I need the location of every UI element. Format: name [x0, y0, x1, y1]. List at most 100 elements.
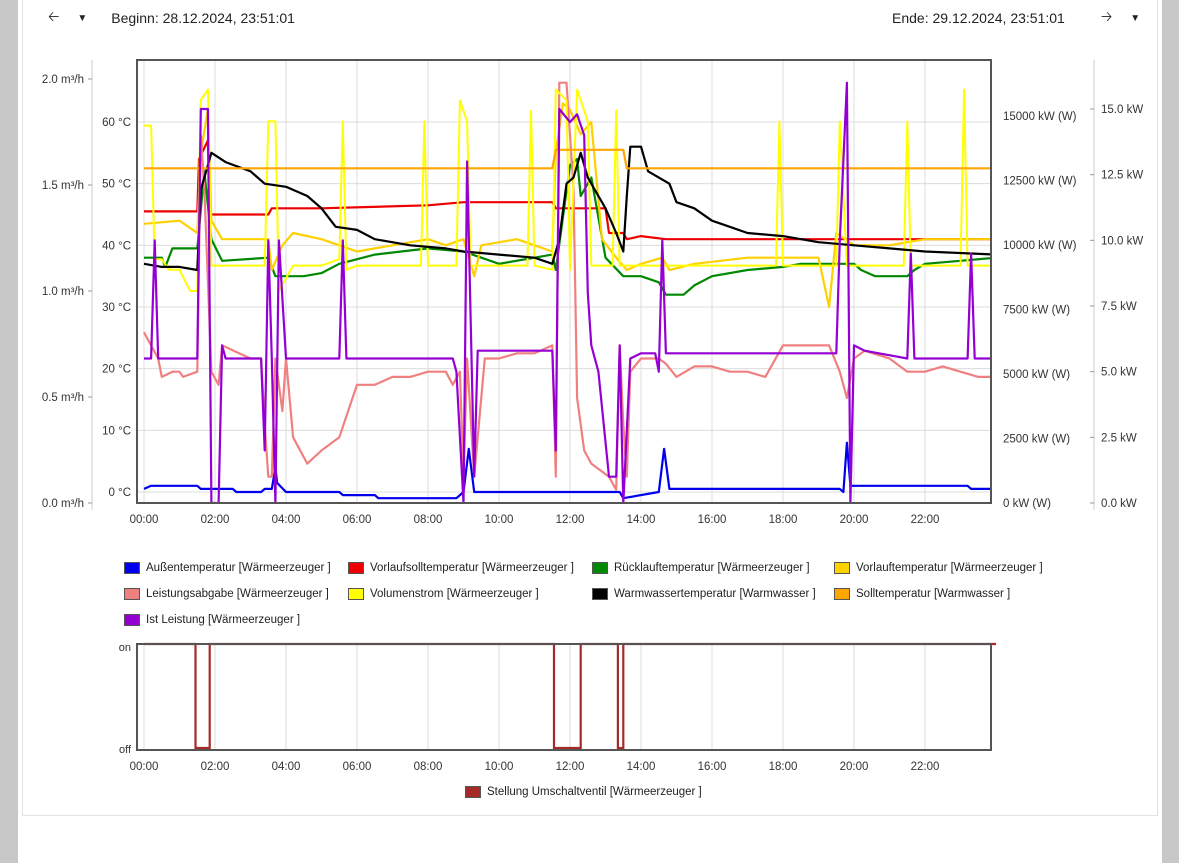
series-line-0[interactable]	[143, 441, 996, 500]
x-tick-label: 04:00	[272, 761, 301, 773]
legend-swatch[interactable]	[348, 562, 364, 574]
legend-label: Vorlauftemperatur [Wärmeerzeuger ]	[856, 562, 1043, 574]
x-tick-label: 22:00	[911, 761, 940, 773]
legend-item[interactable]: Rücklauftemperatur [Wärmeerzeuger ]	[592, 562, 810, 574]
legend-swatch[interactable]	[592, 562, 608, 574]
legend-item[interactable]: Außentemperatur [Wärmeerzeuger ]	[124, 562, 331, 574]
arrow-left-icon[interactable]: 🡠	[48, 8, 60, 24]
legend-swatch[interactable]	[592, 588, 608, 600]
series-line-7[interactable]	[144, 148, 996, 170]
x-tick-label: 06:00	[343, 514, 372, 526]
x-tick-label: 06:00	[343, 761, 372, 773]
series-line-4[interactable]	[143, 81, 996, 491]
valve-plot-border	[136, 643, 992, 751]
caret-down-icon[interactable]: ▼	[77, 12, 88, 24]
valve-line-0[interactable]	[144, 642, 996, 750]
temp-tick-label: 50 °C	[102, 179, 131, 191]
power-w-tick-label: 0 kW (W)	[1003, 498, 1051, 510]
flow-tick-label: 1.5 m³/h	[42, 180, 84, 192]
x-tick-label: 14:00	[627, 761, 656, 773]
x-tick-label: 02:00	[201, 761, 230, 773]
x-tick-label: 16:00	[698, 514, 727, 526]
legend-swatch[interactable]	[124, 588, 140, 600]
legend-label: Außentemperatur [Wärmeerzeuger ]	[146, 562, 331, 574]
x-tick-label: 10:00	[485, 514, 514, 526]
end-nav: Ende: 29.12.2024, 23:51:01 🡢 ▼	[886, 6, 1140, 30]
x-tick-label: 02:00	[201, 514, 230, 526]
temp-tick-label: 20 °C	[102, 364, 131, 376]
legend-swatch[interactable]	[124, 562, 140, 574]
x-tick-label: 04:00	[272, 514, 301, 526]
x-tick-label: 18:00	[769, 514, 798, 526]
series-line-5[interactable]	[144, 88, 996, 292]
x-tick-label: 22:00	[911, 514, 940, 526]
legend-item[interactable]: Leistungsabgabe [Wärmeerzeuger ]	[124, 588, 329, 600]
x-tick-label: 14:00	[627, 514, 656, 526]
legend-label: Ist Leistung [Wärmeerzeuger ]	[146, 614, 301, 626]
legend-swatch[interactable]	[834, 588, 850, 600]
x-tick-label: 10:00	[485, 761, 514, 773]
legend-label: Vorlaufsolltemperatur [Wärmeerzeuger ]	[370, 562, 574, 574]
legend-item[interactable]: Solltemperatur [Warmwasser ]	[834, 588, 1010, 600]
valve-chart: 00:00 02:00 04:00 06:00 08:00 10:00 12:00 14:00…	[119, 642, 996, 773]
temp-tick-label: 30 °C	[102, 302, 131, 314]
legend-swatch[interactable]	[348, 588, 364, 600]
power-w-tick-label: 10000 kW (W)	[1003, 240, 1077, 252]
legend-item[interactable]: Vorlauftemperatur [Wärmeerzeuger ]	[834, 562, 1043, 574]
x-tick-label: 18:00	[769, 761, 798, 773]
legend-swatch[interactable]	[834, 562, 850, 574]
valve-tick-label: off	[119, 744, 132, 756]
main-tick-labels: 00:00 02:00 04:00 06:00 08:00 10:00 12:00 14:00…	[42, 60, 1143, 526]
valve-series-line	[144, 642, 996, 750]
begin-nav: 🡠 ▼ Beginn: 28.12.2024, 23:51:01	[48, 6, 295, 30]
legend-label: Solltemperatur [Warmwasser ]	[856, 588, 1011, 600]
legend-item[interactable]: Volumenstrom [Wärmeerzeuger ]	[348, 588, 539, 600]
series-line-8[interactable]	[144, 81, 996, 503]
x-tick-label: 16:00	[698, 761, 727, 773]
power-kw-tick-label: 0.0 kW	[1101, 498, 1137, 510]
valve-legend: Stellung Umschaltventil [Wärmeerzeuger ]	[465, 786, 702, 798]
end-label: Ende: 29.12.2024, 23:51:01	[892, 10, 1065, 26]
flow-tick-label: 0.5 m³/h	[42, 392, 84, 404]
temp-tick-label: 40 °C	[102, 240, 131, 252]
x-tick-label: 12:00	[556, 761, 585, 773]
caret-down-icon[interactable]: ▼	[1130, 12, 1141, 24]
valve-tick-label: on	[119, 642, 131, 654]
legend-label: Warmwassertemperatur [Warmwasser ]	[614, 588, 816, 600]
power-kw-tick-label: 5.0 kW	[1101, 367, 1137, 379]
x-tick-label: 00:00	[130, 514, 159, 526]
series-line-2[interactable]	[144, 157, 996, 296]
power-kw-tick-label: 2.5 kW	[1101, 432, 1137, 444]
arrow-right-icon[interactable]: 🡢	[1100, 8, 1113, 24]
power-w-tick-label: 15000 kW (W)	[1003, 111, 1077, 123]
x-tick-label: 20:00	[840, 514, 869, 526]
power-w-tick-label: 7500 kW (W)	[1003, 305, 1070, 317]
power-w-tick-label: 2500 kW (W)	[1003, 434, 1070, 446]
valve-grid	[143, 644, 926, 750]
valve-tick-labels: 00:00 02:00 04:00 06:00 08:00 10:00 12:00 14:00…	[119, 642, 940, 773]
legend-swatch[interactable]	[124, 614, 140, 626]
power-kw-tick-label: 12.5 kW	[1101, 170, 1143, 182]
x-tick-label: 12:00	[556, 514, 585, 526]
begin-label: Beginn: 28.12.2024, 23:51:01	[111, 10, 295, 26]
series-line-6[interactable]	[143, 145, 996, 272]
x-tick-label: 00:00	[130, 761, 159, 773]
time-range-bar: 🡠 ▼ Beginn: 28.12.2024, 23:51:01 Ende: 2…	[0, 0, 1179, 30]
legend-label: Stellung Umschaltventil [Wärmeerzeuger ]	[487, 786, 702, 798]
legend-label: Leistungsabgabe [Wärmeerzeuger ]	[146, 588, 329, 600]
legend-swatch[interactable]	[465, 786, 481, 798]
main-line-chart: 00:00 02:00 04:00 06:00 08:00 10:00 12:00 14:00…	[42, 59, 1143, 526]
x-tick-label: 20:00	[840, 761, 869, 773]
main-grid	[137, 60, 991, 503]
power-kw-tick-label: 15.0 kW	[1101, 104, 1143, 116]
legend-item[interactable]: Vorlaufsolltemperatur [Wärmeerzeuger ]	[348, 562, 574, 574]
power-w-tick-label: 5000 kW (W)	[1003, 369, 1070, 381]
legend-label: Rücklauftemperatur [Wärmeerzeuger ]	[614, 562, 810, 574]
temp-tick-label: 10 °C	[102, 425, 131, 437]
x-tick-label: 08:00	[414, 514, 443, 526]
x-tick-label: 08:00	[414, 761, 443, 773]
temp-tick-label: 0 °C	[109, 487, 132, 499]
flow-tick-label: 1.0 m³/h	[42, 286, 84, 298]
legend-item[interactable]: Ist Leistung [Wärmeerzeuger ]	[124, 614, 300, 626]
legend-item[interactable]: Warmwassertemperatur [Warmwasser ]	[592, 588, 816, 600]
